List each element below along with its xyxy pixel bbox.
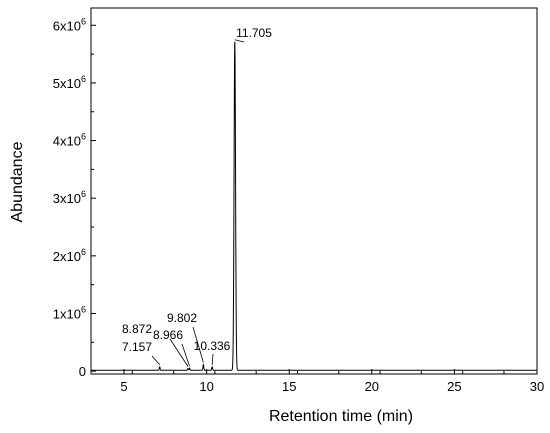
chromatogram-trace xyxy=(91,41,537,371)
y-tick-label: 5x106 xyxy=(53,74,86,91)
y-tick-mantissa: 1x10 xyxy=(53,306,81,321)
x-tick-label: 10 xyxy=(199,379,213,394)
y-tick-exponent: 6 xyxy=(81,132,86,142)
y-tick-label: 0 xyxy=(79,364,86,379)
y-tick-label: 2x106 xyxy=(53,247,86,264)
peak-leader-line xyxy=(192,326,204,363)
peak-label: 11.705 xyxy=(236,26,272,40)
y-tick-mantissa: 2x10 xyxy=(53,249,81,264)
peak-label: 7.157 xyxy=(122,340,152,354)
x-tick-label: 30 xyxy=(530,379,544,394)
peak-labels: 7.157 8.872 8.966 9.802 10.336 11.705 xyxy=(122,26,272,367)
y-tick-mantissa: 3x10 xyxy=(53,191,81,206)
peak-leader-line xyxy=(211,353,214,365)
y-tick-exponent: 6 xyxy=(81,304,86,314)
x-tick-label: 25 xyxy=(447,379,461,394)
peak-label: 9.802 xyxy=(167,311,197,325)
y-tick-mantissa: 5x10 xyxy=(53,76,81,91)
chromatogram-trace-group xyxy=(91,41,537,371)
peak-label: 10.336 xyxy=(194,339,231,353)
y-tick-exponent: 6 xyxy=(81,189,86,199)
peak-leader-line xyxy=(151,355,160,366)
y-tick-label: 3x106 xyxy=(53,189,86,206)
y-tick-exponent: 6 xyxy=(81,74,86,84)
peak-leader-line xyxy=(181,343,190,367)
y-tick-label: 4x106 xyxy=(53,132,86,149)
y-tick-exponent: 6 xyxy=(81,16,86,26)
y-tick-label: 1x106 xyxy=(53,304,86,321)
peak-label: 8.966 xyxy=(153,328,183,342)
x-tick-label: 5 xyxy=(120,379,127,394)
y-tick-mantissa: 0 xyxy=(79,364,86,379)
peak-leader-line xyxy=(169,338,189,367)
y-tick-label: 6x106 xyxy=(53,16,86,33)
plot-frame xyxy=(90,7,538,375)
y-tick-mantissa: 6x10 xyxy=(53,18,81,33)
y-axis-label: Abundance xyxy=(9,141,26,222)
axes: 5 10 15 20 25 3001x1062x1063x1064x1065x1066x1… xyxy=(53,7,544,394)
x-tick-label: 15 xyxy=(282,379,296,394)
peak-label: 8.872 xyxy=(122,322,152,336)
peak-leader-line xyxy=(234,39,245,43)
x-axis-label: Retention time (min) xyxy=(269,408,413,425)
y-tick-exponent: 6 xyxy=(81,247,86,257)
x-tick-label: 20 xyxy=(365,379,379,394)
y-tick-mantissa: 4x10 xyxy=(53,134,81,149)
